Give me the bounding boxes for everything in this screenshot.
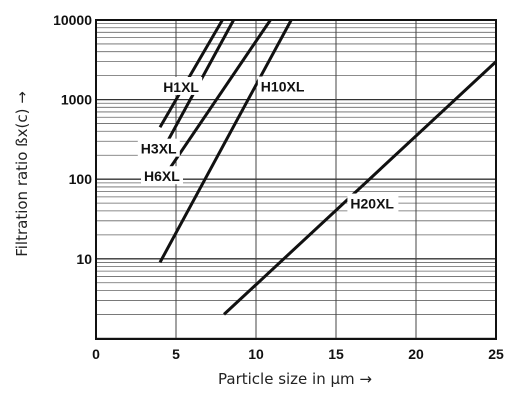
- y-axis-label: Filtration ratio ßx(c) →: [13, 91, 31, 257]
- series-label-h20xl: H20XL: [350, 196, 394, 212]
- series-label-bg-h20xl: [347, 193, 399, 212]
- y-tick-label-3: 10000: [53, 12, 92, 28]
- series-line-h20xl: [222, 60, 498, 316]
- series-label-h10xl: H10XL: [261, 78, 305, 94]
- x-axis-ticks: 0 5 10 15 20 25: [92, 346, 504, 362]
- series-label-bg-h6xl: [141, 166, 183, 185]
- x-tick-label-5: 25: [488, 346, 504, 362]
- y-tick-label-0: 10: [76, 251, 92, 267]
- x-tick-label-0: 0: [92, 346, 100, 362]
- series-lines: [158, 19, 498, 316]
- x-tick-label-1: 5: [172, 346, 180, 362]
- x-tick-label-3: 15: [328, 346, 344, 362]
- series-label-h3xl: H3XL: [141, 141, 177, 157]
- x-tick-label-2: 10: [248, 346, 264, 362]
- plot-frame: [95, 19, 497, 340]
- series-label-h6xl: H6XL: [144, 168, 180, 184]
- series-label-bg-h10xl: [257, 76, 309, 95]
- series-line-h10xl: [158, 19, 293, 264]
- y-tick-label-2: 1000: [61, 92, 92, 108]
- series-label-bg-h1xl: [160, 76, 203, 95]
- series-label-bg-h3xl: [137, 138, 180, 157]
- y-tick-label-1: 100: [69, 171, 93, 187]
- series-label-h1xl: H1XL: [163, 79, 199, 95]
- y-axis-ticks: 10 100 1000 10000: [53, 12, 92, 267]
- series-line-h1xl: [158, 19, 224, 128]
- series-labels: H1XL H3XL H6XL H10XL H20XL: [137, 76, 399, 212]
- x-tick-label-4: 20: [408, 346, 424, 362]
- x-axis-label: Particle size in µm →: [218, 370, 372, 388]
